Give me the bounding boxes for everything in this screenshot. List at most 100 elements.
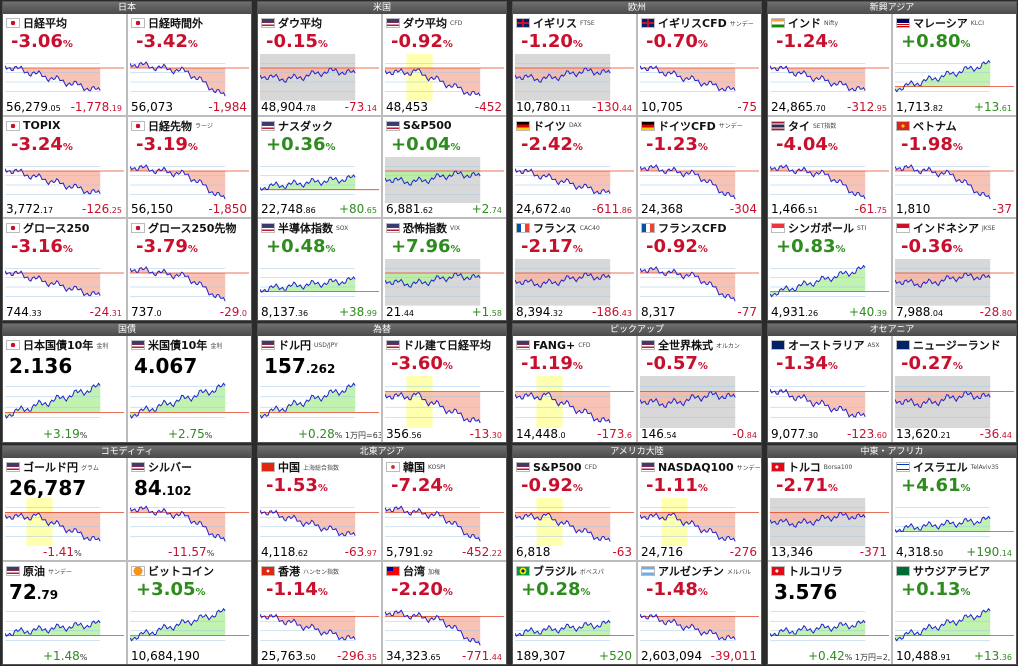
- price-value: 3,772.17: [6, 202, 54, 217]
- change-value: -126.25: [82, 202, 122, 217]
- price-sparkline: [260, 602, 379, 650]
- market-card[interactable]: ドイツCFD サンデー -1.23% 24,368 -304: [638, 116, 761, 218]
- change-percent: +3.19%: [43, 427, 88, 441]
- market-card[interactable]: グロース250先物 -3.79% 737.0 -29.0: [128, 219, 251, 320]
- market-card[interactable]: S&P500 CFD -0.92% 6,818 -63: [513, 458, 636, 560]
- market-card[interactable]: ブラジル ボベスパ +0.28% 189,307 +520: [513, 562, 636, 664]
- market-card[interactable]: イギリスCFD サンデー -0.70% 10,705 -75: [638, 14, 761, 115]
- market-card[interactable]: 中国 上海総合指数 -1.53% 4,118.62 -63.97: [258, 458, 381, 560]
- market-card[interactable]: フランスCFD -0.92% 8,317 -77: [638, 219, 761, 320]
- market-card[interactable]: ナスダック +0.36% 22,748.86 +80.65: [258, 116, 381, 218]
- market-subname: 金利: [96, 342, 109, 350]
- change-value: -611.86: [592, 202, 632, 217]
- market-card[interactable]: トルコリラ 3.576 +0.42% 1万円=2,796: [768, 562, 891, 664]
- group-title: アメリカ大陸: [513, 446, 761, 458]
- market-card[interactable]: 香港 ハンセン指数 -1.14% 25,763.50 -296.35: [258, 562, 381, 664]
- market-card[interactable]: S&P500 +0.04% 6,881.62 +2.74: [383, 116, 506, 218]
- market-card[interactable]: 半導体指数 SOX +0.48% 8,137.36 +38.99: [258, 219, 381, 320]
- market-card[interactable]: 米国債10年 金利 4.067 +2.75%: [128, 336, 251, 442]
- market-card[interactable]: アルゼンチン メルバル -1.48% 2,603,094 -39,011: [638, 562, 761, 664]
- market-card[interactable]: シンガポール STI +0.83% 4,931.26 +40.39: [768, 219, 891, 320]
- market-card[interactable]: 原油 サンデー 72.79 +1.48%: [3, 562, 126, 664]
- market-card[interactable]: NASDAQ100 サンデー -1.11% 24,716 -276: [638, 458, 761, 560]
- change-percent: -0.92%: [521, 475, 583, 496]
- price-sparkline: [260, 498, 379, 546]
- market-card[interactable]: ダウ平均 -0.15% 48,904.78 -73.14: [258, 14, 381, 115]
- change-percent: -0.92%: [391, 31, 453, 52]
- market-card[interactable]: フランス CAC40 -2.17% 8,394.32 -186.43: [513, 219, 636, 320]
- market-card[interactable]: 恐怖指数 VIX +7.96% 21.44 +1.58: [383, 219, 506, 320]
- price-sparkline: [5, 602, 124, 650]
- market-card[interactable]: FANG+ CFD -1.19% 14,448.0 -173.6: [513, 336, 636, 442]
- market-card[interactable]: ベトナム -1.98% 1,810 -37: [893, 116, 1016, 218]
- market-subname: Nifty: [824, 19, 839, 27]
- price-sparkline: [640, 157, 759, 204]
- market-card[interactable]: 日経平均 -3.06% 56,279.05 -1,778.19: [3, 14, 126, 115]
- market-subname: サンデー: [736, 464, 761, 472]
- flag-icon: [641, 566, 655, 576]
- change-percent: -11.57%: [168, 545, 215, 559]
- market-card[interactable]: サウジアラビア +0.13% 10,488.91 +13.36: [893, 562, 1016, 664]
- market-card[interactable]: ドル建て日経平均 -3.60% 356.56 -13.30: [383, 336, 506, 442]
- market-card[interactable]: イギリス FTSE -1.20% 10,780.11 -130.44: [513, 14, 636, 115]
- market-card[interactable]: マレーシア KLCI +0.80% 1,713.82 +13.61: [893, 14, 1016, 115]
- group-title: 欧州: [513, 2, 761, 14]
- change-percent: -2.42%: [521, 133, 583, 155]
- market-card[interactable]: 日経先物 ラージ -3.19% 56,150 -1,850: [128, 116, 251, 218]
- change-percent: +3.05%: [136, 579, 206, 600]
- market-card[interactable]: グロース250 -3.16% 744.33 -24.31: [3, 219, 126, 320]
- market-card[interactable]: TOPIX -3.24% 3,772.17 -126.25: [3, 116, 126, 218]
- change-percent: -3.24%: [11, 133, 73, 155]
- price-sparkline: [770, 157, 889, 204]
- market-card[interactable]: シルバー 84.102 -11.57%: [128, 458, 251, 560]
- change-value: -304: [729, 202, 757, 217]
- price-value: 4.067: [134, 354, 198, 378]
- change-percent: -1.23%: [646, 133, 708, 155]
- group-title: 米国: [258, 2, 506, 14]
- market-subname: メルバル: [726, 568, 751, 576]
- market-card[interactable]: オーストラリア ASX -1.34% 9,077.30 -123.60: [768, 336, 891, 442]
- market-name: イスラエル: [913, 461, 968, 474]
- market-card[interactable]: タイ SET指数 -4.04% 1,466.51 -61.75: [768, 116, 891, 218]
- market-card[interactable]: 台湾 加権 -2.20% 34,323.65 -771.44: [383, 562, 506, 664]
- market-card[interactable]: ダウ平均 CFD -0.92% 48,453 -452: [383, 14, 506, 115]
- price-sparkline: [895, 259, 1014, 306]
- change-value: -63: [612, 545, 632, 559]
- change-value: -73.14: [344, 99, 377, 114]
- market-card[interactable]: インド Nifty -1.24% 24,865.70 -312.95: [768, 14, 891, 115]
- change-percent: +0.42% 1万円=2,796: [808, 649, 891, 663]
- market-card[interactable]: ゴールド円 グラム 26,787 -1.41%: [3, 458, 126, 560]
- change-percent: -2.17%: [521, 236, 583, 258]
- change-value: -452: [474, 99, 502, 114]
- price-sparkline: [385, 376, 504, 428]
- price-value: 34,323.65: [386, 649, 441, 663]
- market-name: 半導体指数: [278, 222, 333, 236]
- market-subname: SOX: [336, 224, 349, 232]
- market-card[interactable]: トルコ Borsa100 -2.71% 13,346 -371: [768, 458, 891, 560]
- price-value: 1,466.51: [771, 202, 819, 217]
- price-value: 24,865.70: [771, 99, 826, 114]
- market-card[interactable]: 日経時間外 -3.42% 56,073 -1,984: [128, 14, 251, 115]
- market-card[interactable]: ドイツ DAX -2.42% 24,672.40 -611.86: [513, 116, 636, 218]
- group-commodity: コモディティ ゴールド円 グラム 26,787 -1.41% シルバー 84.102 -11.…: [2, 445, 252, 665]
- market-name: ダウ平均: [403, 17, 447, 30]
- market-card[interactable]: イスラエル TelAviv35 +4.61% 4,318.50 +190.14: [893, 458, 1016, 560]
- change-percent: -3.60%: [391, 353, 453, 374]
- market-card[interactable]: インドネシア JKSE -0.36% 7,988.04 -28.80: [893, 219, 1016, 320]
- market-card[interactable]: 日本国債10年 金利 2.136 +3.19%: [3, 336, 126, 442]
- change-value: -1,778.19: [70, 99, 122, 114]
- market-card[interactable]: ビットコイン +3.05% 10,684,190: [128, 562, 251, 664]
- price-value: 8,137.36: [261, 304, 309, 319]
- flag-icon: [896, 340, 910, 350]
- change-value: +1.58: [471, 304, 502, 319]
- market-card[interactable]: ニュージーランド -0.27% 13,620.21 -36.44: [893, 336, 1016, 442]
- price-sparkline: [385, 602, 504, 650]
- flag-icon: [6, 120, 20, 131]
- flag-icon: [516, 18, 530, 28]
- flag-icon: [771, 566, 785, 576]
- change-percent: -1.34%: [776, 353, 838, 374]
- market-card[interactable]: 全世界株式 オルカン -0.57% 146.54 -0.84: [638, 336, 761, 442]
- market-card[interactable]: 韓国 KOSPI -7.24% 5,791.92 -452.22: [383, 458, 506, 560]
- group-shinkou: 新興アジア インド Nifty -1.24% 24,865.70 -312.95 マレーシア…: [767, 1, 1017, 321]
